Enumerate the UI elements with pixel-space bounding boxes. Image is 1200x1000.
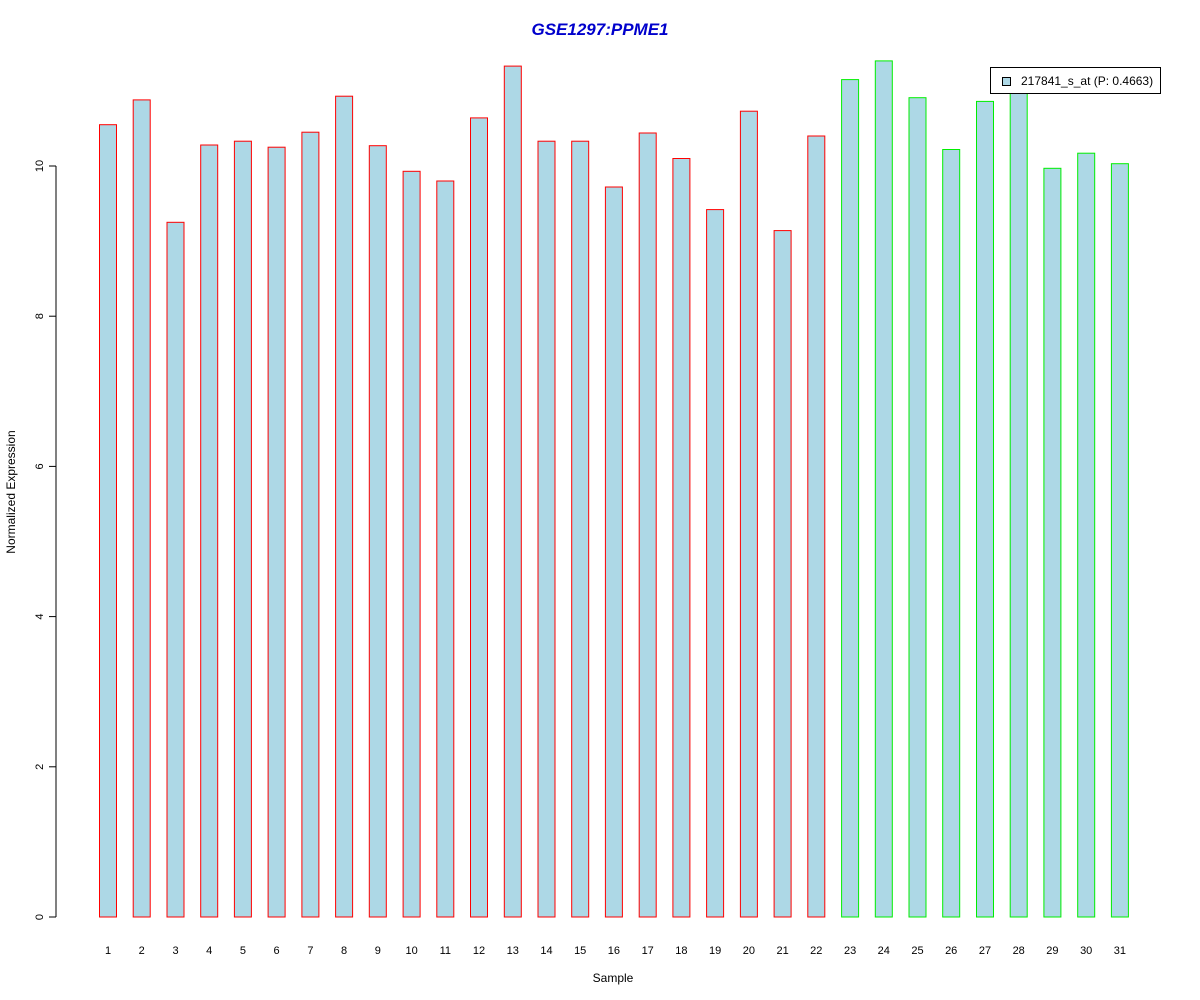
x-tick-label: 25 [911,945,923,957]
bar [368,145,387,918]
y-axis-label: Normalized Expression [4,430,18,554]
x-axis-label: Sample [592,971,634,985]
x-tick-label: 24 [878,945,890,957]
legend-label: 217841_s_at (P: 0.4663) [1021,74,1154,88]
x-tick-label: 23 [844,945,856,957]
x-tick-label: 5 [240,945,246,957]
chart-title: GSE1297:PPME1 [531,20,669,39]
bar [1077,152,1096,918]
x-tick-label: 6 [274,945,280,957]
x-tick-label: 16 [608,945,620,957]
bar [301,131,320,918]
bar [99,124,117,918]
bar [604,186,623,918]
x-tick-label: 13 [507,945,519,957]
x-tick-label: 14 [540,945,552,957]
y-tick-label: 10 [34,160,46,172]
bar [807,135,826,918]
bar [267,146,286,918]
x-tick-label: 28 [1013,945,1025,957]
bar [841,79,860,918]
bar [537,140,556,918]
bar [132,99,151,918]
bar [942,149,961,918]
x-tick-label: 2 [139,945,145,957]
x-tick-label: 27 [979,945,991,957]
x-tick-label: 21 [776,945,788,957]
y-tick-label: 2 [34,764,46,770]
x-tick-label: 20 [743,945,755,957]
bar [1110,163,1129,918]
x-tick-label: 3 [172,945,178,957]
x-tick-label: 9 [375,945,381,957]
bar [1043,167,1062,918]
x-tick-label: 8 [341,945,347,957]
bar [638,132,657,918]
y-tick-label: 6 [34,463,46,469]
bar [200,144,219,918]
bar [976,100,994,918]
bar [672,158,691,918]
x-tick-label: 19 [709,945,721,957]
y-tick-label: 8 [34,313,46,319]
legend: 217841_s_at (P: 0.4663) [990,67,1161,94]
x-tick-label: 26 [945,945,957,957]
x-tick-label: 30 [1080,945,1092,957]
x-tick-label: 29 [1046,945,1058,957]
bar [436,180,455,918]
x-tick-label: 4 [206,945,212,957]
bar [773,230,792,918]
bar [470,117,488,918]
x-tick-label: 10 [405,945,417,957]
bar [166,221,185,918]
bar [233,140,252,918]
bar [874,60,893,918]
bar [402,170,421,918]
bar [335,95,354,918]
x-tick-label: 18 [675,945,687,957]
bar [706,209,725,918]
x-tick-label: 31 [1114,945,1126,957]
x-tick-label: 11 [440,945,451,957]
y-tick-label: 4 [34,614,46,620]
x-tick-label: 17 [642,945,654,957]
bar [739,110,758,918]
bar [908,97,927,918]
x-tick-label: 22 [810,945,822,957]
bar [1009,90,1028,918]
legend-swatch [1002,77,1011,86]
bar [571,140,590,918]
x-tick-label: 12 [473,945,485,957]
x-tick-label: 7 [307,945,313,957]
y-tick-label: 0 [34,914,46,920]
x-tick-label: 1 [105,945,111,957]
x-tick-label: 15 [574,945,586,957]
bar [503,65,522,918]
